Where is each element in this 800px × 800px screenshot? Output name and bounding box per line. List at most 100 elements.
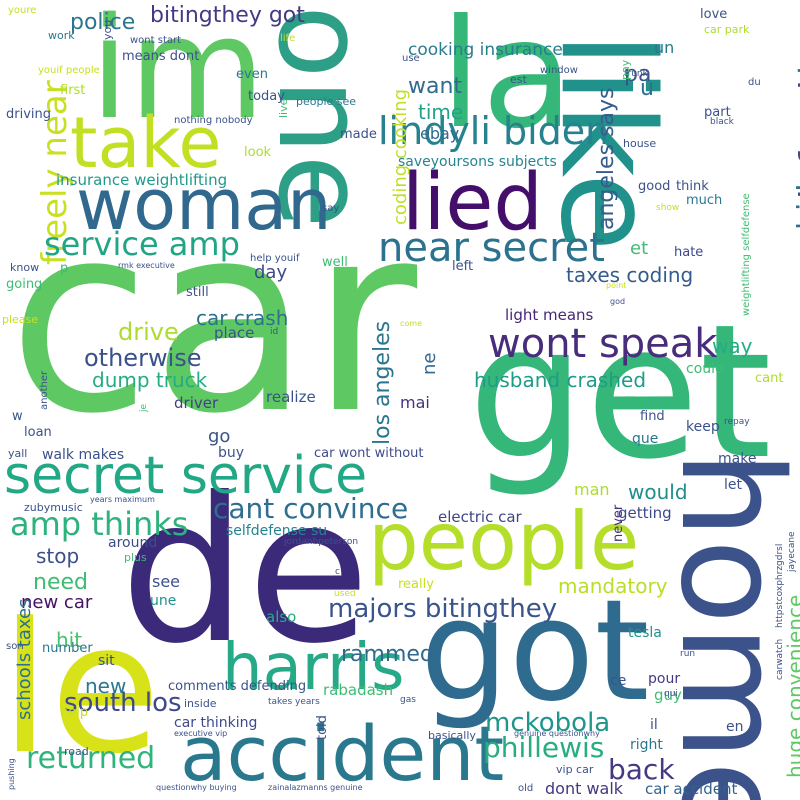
word-youif-people: youif people xyxy=(38,65,100,76)
word-work: work xyxy=(48,29,75,42)
word-ne: ne xyxy=(419,352,440,375)
word-time: time xyxy=(418,100,464,124)
word-los-angeles: los angeles xyxy=(370,320,395,445)
word-day: day xyxy=(254,262,288,283)
word-sit: sit xyxy=(98,653,115,669)
word-de: de xyxy=(120,455,370,688)
word-got: got xyxy=(420,570,650,733)
word-even: even xyxy=(236,67,268,82)
word-help-youif: help youif xyxy=(250,253,300,264)
word-yall: yall xyxy=(8,447,28,460)
word-stop: stop xyxy=(36,544,80,568)
word-man: man xyxy=(574,480,610,499)
word-zubymusic: zubymusic xyxy=(24,501,83,514)
word-you: you xyxy=(101,19,114,40)
word-god: god xyxy=(610,297,626,306)
word-nothing-nobody: nothing nobody xyxy=(174,115,253,126)
word-otherwise: otherwise xyxy=(84,344,202,372)
word-insurance-weightlifting: insurance weightlifting xyxy=(56,171,228,189)
word-loan: loan xyxy=(24,425,52,440)
word-schools-taxes: schools taxes xyxy=(14,598,35,720)
word-hit: hit xyxy=(56,628,83,652)
word-look: look xyxy=(244,145,272,160)
word-car-wont-without: car wont without xyxy=(314,446,424,461)
word-lindyli-biden: lindyli biden xyxy=(378,109,610,153)
word-run: run xyxy=(680,649,696,659)
word-years-maximum: years maximum xyxy=(90,495,155,504)
word-httpstcoxphrzgdrsl: httpstcoxphrzgdrsl xyxy=(775,543,785,628)
word-im: im xyxy=(90,0,266,151)
word-qui: qui xyxy=(664,689,678,699)
word-light-means: light means xyxy=(505,306,594,324)
word-une: une xyxy=(150,593,177,609)
word-police: police xyxy=(70,10,136,35)
word-tesla: tesla xyxy=(628,625,662,641)
word-need: need xyxy=(33,570,88,595)
word-go: go xyxy=(208,426,231,447)
word-le: le xyxy=(0,585,161,794)
word-gas: gas xyxy=(400,695,416,705)
word-still: still xyxy=(186,285,209,300)
word-think: think xyxy=(676,179,709,194)
word-plus: plus xyxy=(124,551,147,564)
word-road: road xyxy=(64,745,89,758)
word-w: w xyxy=(12,409,23,424)
word-lied: lied xyxy=(402,158,543,248)
word-amp-thinks: amp thinks xyxy=(10,505,189,543)
word-around: around xyxy=(108,535,158,551)
word-weightlifting-selfdefense: weightlifting selfdefense xyxy=(741,193,752,316)
word-du: du xyxy=(748,77,761,88)
word-realize: realize xyxy=(266,388,316,406)
word-accident: accident xyxy=(180,709,505,798)
word-mandatory: mandatory xyxy=(558,574,668,598)
word-first: first xyxy=(60,83,86,98)
word-car-accident: car accident xyxy=(645,780,738,798)
word-rabadash: rabadash xyxy=(323,681,394,699)
word-mai: mai xyxy=(400,393,430,412)
word-electric-car: electric car xyxy=(438,508,522,526)
word-left: left xyxy=(452,259,474,274)
word-see: see xyxy=(152,572,181,591)
word-harris: harris xyxy=(222,631,405,705)
word-genuine-questionwhy: genuine questionwhy xyxy=(514,729,600,738)
word-woman: woman xyxy=(76,164,332,246)
word-secret-service: secret service xyxy=(4,446,368,506)
word-going: going xyxy=(6,277,43,292)
word-would: would xyxy=(628,480,688,504)
word-que: que xyxy=(632,431,659,447)
word-rammed: rammed xyxy=(341,642,434,667)
word-point: point xyxy=(606,281,627,290)
word-takes-years: takes years xyxy=(268,697,320,707)
word-back: back xyxy=(608,753,675,786)
word-come: come xyxy=(400,319,423,328)
word-trunk: trunk xyxy=(624,69,648,79)
word-dump-truck: dump truck xyxy=(92,368,208,392)
word-id: id xyxy=(270,327,279,337)
word-drive: drive xyxy=(118,318,179,346)
word-questionwhy-buying: questionwhy buying xyxy=(156,783,237,792)
word-place: place xyxy=(214,324,255,342)
word-black: black xyxy=(710,117,734,127)
word-huge-convenience: huge convenience xyxy=(783,594,800,778)
word-comments-defending: comments defending xyxy=(168,679,307,694)
word-way: way xyxy=(712,334,753,358)
word-pa: pa xyxy=(624,62,652,87)
word-zainalazmanns-genuine: zainalazmanns genuine xyxy=(268,783,363,792)
word-life: life xyxy=(280,33,296,44)
word-selfdefense-su: selfdefense su xyxy=(226,523,328,539)
word-new-car: new car xyxy=(21,592,93,613)
word-please: please xyxy=(2,313,39,326)
word-biden-wont: biden wont xyxy=(792,62,800,230)
word-people-see: people see xyxy=(296,95,357,108)
word-returned: returned xyxy=(26,741,156,776)
word-want: want xyxy=(408,74,463,99)
word-carwatch: carwatch xyxy=(775,638,785,680)
word-find: find xyxy=(640,409,665,424)
word-could: could xyxy=(686,361,724,377)
word-near-secret: near secret xyxy=(378,225,605,271)
word-driving: driving xyxy=(6,107,52,122)
word-wont-start: wont start xyxy=(130,35,182,46)
word-repay: repay xyxy=(724,417,750,427)
word-la: la xyxy=(440,0,574,162)
word-inside: inside xyxy=(184,697,217,710)
